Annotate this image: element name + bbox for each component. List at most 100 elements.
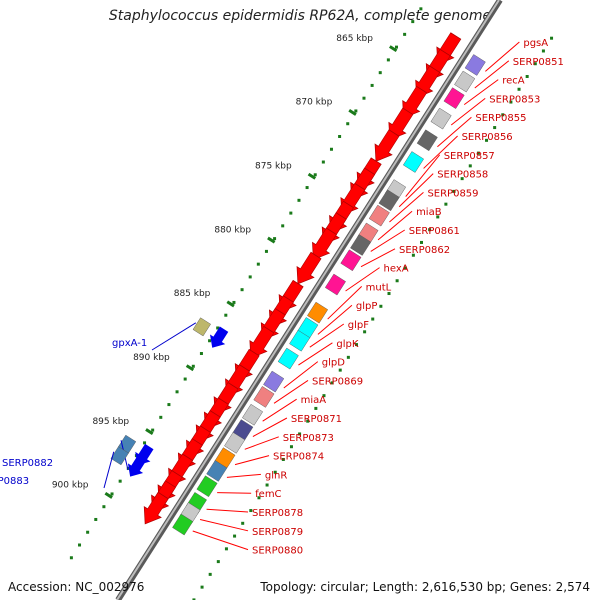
scale-dot	[363, 330, 367, 334]
scale-dot	[273, 470, 277, 474]
gene-arrow	[374, 129, 400, 162]
gene-leader-line	[252, 417, 288, 437]
gene-leader-line	[244, 436, 279, 450]
gene-leader-line	[309, 323, 345, 348]
scale-dot	[541, 49, 545, 53]
scale-dot	[192, 598, 196, 600]
scale-dot	[403, 266, 407, 270]
scale-dot	[233, 534, 237, 538]
gene-label: SERP0879	[252, 527, 303, 538]
gene-domain-box	[416, 129, 438, 152]
gene-label: SERP0871	[291, 414, 342, 425]
gene-leader-line	[283, 361, 319, 389]
gene-domain-box	[324, 273, 346, 296]
gene-domain-box	[110, 446, 129, 466]
scale-dot	[550, 36, 554, 40]
gene-leader-line	[273, 379, 309, 404]
gene-label: SERP0859	[427, 188, 478, 199]
gene-domain-box	[172, 513, 194, 536]
scale-dot	[298, 432, 302, 436]
gene-leader-line	[103, 451, 115, 489]
scale-dot	[224, 313, 228, 317]
reverse-gene-arrow	[210, 326, 229, 348]
gene-label: miaB	[416, 207, 442, 218]
scale-dot	[329, 147, 333, 151]
gene-label: SERP0858	[437, 170, 488, 181]
gene-leader-line	[360, 248, 396, 268]
scale-tick	[307, 172, 317, 180]
scale-dot	[199, 352, 203, 356]
scale-tick-label: 870 kbp	[296, 98, 333, 108]
scale-dot	[452, 189, 456, 193]
scale-dot	[273, 237, 277, 241]
scale-dot	[297, 198, 301, 202]
scale-tick	[104, 492, 113, 499]
gene-label: mutL	[366, 282, 392, 293]
gene-domain-box	[464, 54, 486, 76]
gene-leader-line	[345, 267, 380, 292]
gene-domain-box	[277, 347, 299, 370]
gene-domain-box	[263, 370, 285, 393]
scale-dot	[118, 479, 122, 483]
gene-domain-box	[242, 403, 264, 426]
gene-domain-box	[196, 475, 218, 498]
gene-leader-line	[474, 60, 510, 89]
scale-dot	[78, 543, 82, 547]
gene-label: recA	[502, 76, 525, 87]
scale-dot	[354, 109, 358, 113]
scale-dot	[354, 343, 358, 347]
scale-dot	[151, 428, 155, 432]
scale-dot	[394, 45, 398, 49]
scale-dot	[306, 419, 310, 423]
gene-leader-line	[370, 229, 406, 252]
gene-label: SERP0869	[312, 376, 363, 387]
gene-domain-box	[402, 151, 424, 173]
gene-domain-box	[253, 386, 275, 408]
gene-leader-line	[377, 210, 413, 241]
gene-label: SERP0853	[489, 94, 540, 105]
gene-leader-line	[398, 173, 434, 208]
scale-dot	[386, 58, 390, 62]
scale-dot	[321, 160, 325, 164]
scale-dot	[428, 228, 432, 232]
scale-dot	[126, 466, 130, 470]
gene-label: SERP0857	[444, 151, 495, 162]
scale-dot	[232, 300, 236, 304]
scale-dot	[208, 572, 212, 576]
scale-tick	[389, 45, 398, 53]
map-title: Staphylococcus epidermidis RP62A, comple…	[108, 8, 492, 24]
scale-dot	[330, 381, 334, 385]
scale-dot	[419, 7, 423, 11]
scale-dot	[289, 211, 293, 215]
scale-dot	[86, 530, 90, 534]
scale-dot	[94, 517, 98, 521]
scale-dot	[159, 415, 163, 419]
scale-tick-label: 865 kbp	[336, 34, 373, 44]
gene-leader-line	[389, 192, 424, 223]
scale-dot	[517, 87, 521, 91]
scale-dot	[191, 364, 195, 368]
scale-dot	[264, 249, 268, 253]
gene-label: SERP0861	[409, 226, 460, 237]
gene-label: glpF	[348, 320, 369, 331]
gene-arrow	[143, 491, 169, 525]
gene-label: pgsA	[523, 38, 548, 49]
scale-dot	[102, 505, 106, 509]
scale-dot	[411, 20, 415, 24]
scale-tick-label: 900 kbp	[52, 481, 89, 491]
scale-dot	[322, 394, 326, 398]
scale-dot	[281, 224, 285, 228]
scale-tick	[185, 364, 195, 372]
scale-tick	[145, 428, 154, 435]
gene-label: glnR	[265, 470, 287, 481]
scale-dot	[256, 262, 260, 266]
scale-dot	[281, 457, 285, 461]
scale-dot	[313, 173, 317, 177]
gene-leader-line	[217, 492, 252, 494]
scale-tick	[348, 109, 357, 116]
gene-label: glpD	[322, 358, 345, 369]
scale-dot	[265, 483, 269, 487]
gene-leader-line	[206, 508, 249, 513]
gene-leader-line	[463, 79, 499, 106]
gene-domain-box	[350, 234, 372, 256]
